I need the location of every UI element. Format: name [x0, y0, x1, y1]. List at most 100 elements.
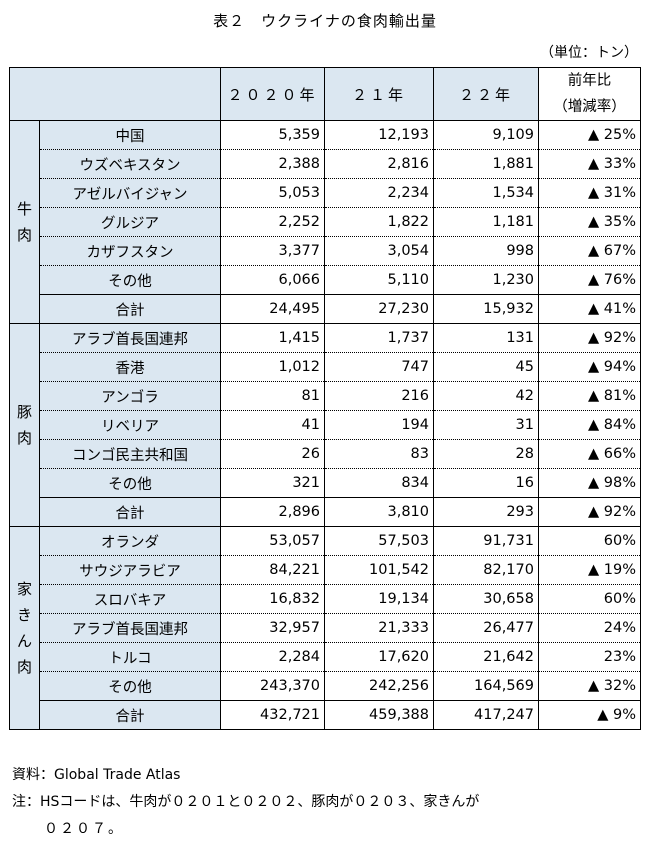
- value-2020-cell: 53,057: [220, 526, 325, 556]
- total-label-cell: 合計: [39, 700, 221, 730]
- country-cell: オランダ: [39, 526, 221, 556]
- ratio-cell: ▲ 81%: [538, 381, 641, 411]
- total-label-cell: 合計: [39, 294, 221, 324]
- table-row: グルジア 2,252 1,822 1,181 ▲ 35%: [10, 207, 641, 237]
- table-row: トルコ 2,284 17,620 21,642 23%: [10, 642, 641, 672]
- table-row: 牛肉中国 5,359 12,193 9,109 ▲ 25%: [9, 120, 641, 324]
- table-row: 家きん肉オランダ 53,057 57,503 91,731 60%: [9, 526, 641, 730]
- country-cell: リベリア: [39, 410, 221, 440]
- value-22-cell: 16: [433, 468, 539, 498]
- country-cell: トルコ: [39, 642, 221, 672]
- value-22-cell: 31: [433, 410, 539, 440]
- ratio-cell: ▲ 66%: [538, 439, 641, 469]
- total-ratio-cell: ▲ 9%: [538, 700, 641, 730]
- value-2020-cell: 81: [220, 381, 325, 411]
- value-2020-cell: 2,284: [220, 642, 325, 672]
- header-row: ２０２０年 ２１年 ２２年 前年比 （増減率）: [9, 67, 641, 121]
- value-2020-cell: 6,066: [220, 265, 325, 295]
- value-22-cell: 131: [433, 323, 539, 353]
- section-label-char: 牛: [16, 200, 32, 218]
- total-2020-cell: 24,495: [220, 294, 325, 324]
- value-22-cell: 26,477: [433, 613, 539, 643]
- value-21-cell: 19,134: [324, 584, 434, 614]
- notes: 資料：Global Trade Atlas 注：HSコードは、牛肉が０２０１と０…: [12, 762, 479, 843]
- value-2020-cell: 32,957: [220, 613, 325, 643]
- ratio-cell: ▲ 84%: [538, 410, 641, 440]
- table-row: カザフスタン 3,377 3,054 998 ▲ 67%: [10, 236, 641, 266]
- section-label-char: 豚: [16, 403, 32, 421]
- section-label: 牛肉: [9, 120, 40, 324]
- value-21-cell: 5,110: [324, 265, 434, 295]
- ratio-cell: 23%: [538, 642, 641, 672]
- value-21-cell: 83: [324, 439, 434, 469]
- value-21-cell: 17,620: [324, 642, 434, 672]
- table-row: リベリア 41 194 31 ▲ 84%: [10, 410, 641, 440]
- value-2020-cell: 3,377: [220, 236, 325, 266]
- table-title: 表２ ウクライナの食肉輸出量: [213, 12, 437, 30]
- country-cell: アゼルバイジャン: [39, 178, 221, 208]
- value-22-cell: 998: [433, 236, 539, 266]
- value-22-cell: 21,642: [433, 642, 539, 672]
- ratio-cell: ▲ 25%: [538, 120, 641, 150]
- value-21-cell: 1,822: [324, 207, 434, 237]
- value-2020-cell: 1,415: [220, 323, 325, 353]
- value-22-cell: 164,569: [433, 671, 539, 701]
- header-ratio: 前年比 （増減率）: [538, 67, 641, 121]
- value-2020-cell: 84,221: [220, 555, 325, 585]
- value-21-cell: 2,816: [324, 149, 434, 179]
- table-row: ウズベキスタン 2,388 2,816 1,881 ▲ 33%: [10, 149, 641, 179]
- country-cell: サウジアラビア: [39, 555, 221, 585]
- value-21-cell: 242,256: [324, 671, 434, 701]
- header-ratio-line2: （増減率）: [553, 99, 626, 115]
- section-label: 家きん肉: [9, 526, 40, 730]
- hs-code-note-cont: ０２０７。: [44, 821, 124, 837]
- ratio-cell: ▲ 32%: [538, 671, 641, 701]
- header-ratio-line1: 前年比: [567, 73, 612, 89]
- table-row: サウジアラビア 84,221 101,542 82,170 ▲ 19%: [10, 555, 641, 585]
- source-note: 資料：Global Trade Atlas: [12, 767, 181, 783]
- total-22-cell: 417,247: [433, 700, 539, 730]
- total-22-cell: 293: [433, 497, 539, 527]
- value-22-cell: 45: [433, 352, 539, 382]
- value-21-cell: 216: [324, 381, 434, 411]
- country-cell: アラブ首長国連邦: [39, 323, 221, 353]
- ratio-cell: ▲ 19%: [538, 555, 641, 585]
- total-row: 合計 24,495 27,230 15,932 ▲ 41%: [10, 294, 641, 324]
- meat-export-table: ２０２０年 ２１年 ２２年 前年比 （増減率） 牛肉中国 5,359 12,193 9…: [9, 67, 641, 730]
- ratio-cell: ▲ 92%: [538, 323, 641, 353]
- value-21-cell: 21,333: [324, 613, 434, 643]
- table-row: その他 321 834 16 ▲ 98%: [10, 468, 641, 498]
- total-21-cell: 459,388: [324, 700, 434, 730]
- total-row: 合計 432,721 459,388 417,247 ▲ 9%: [10, 700, 641, 730]
- table-row: 豚肉アラブ首長国連邦 1,415 1,737 131 ▲ 92%: [9, 323, 641, 527]
- table-row: アンゴラ 81 216 42 ▲ 81%: [10, 381, 641, 411]
- value-22-cell: 30,658: [433, 584, 539, 614]
- ratio-cell: ▲ 94%: [538, 352, 641, 382]
- country-cell: グルジア: [39, 207, 221, 237]
- section-label-char: 肉: [16, 429, 32, 447]
- section-label: 豚肉: [9, 323, 40, 527]
- header-blank: [9, 67, 40, 121]
- total-2020-cell: 432,721: [220, 700, 325, 730]
- table-row: その他 243,370 242,256 164,569 ▲ 32%: [10, 671, 641, 701]
- value-2020-cell: 1,012: [220, 352, 325, 382]
- country-cell: 中国: [39, 120, 221, 150]
- value-2020-cell: 26: [220, 439, 325, 469]
- value-22-cell: 1,230: [433, 265, 539, 295]
- table-row: その他 6,066 5,110 1,230 ▲ 76%: [10, 265, 641, 295]
- section-label-char: ん: [16, 632, 32, 650]
- ratio-cell: ▲ 31%: [538, 178, 641, 208]
- ratio-cell: 60%: [538, 584, 641, 614]
- total-row: 合計 2,896 3,810 293 ▲ 92%: [10, 497, 641, 527]
- ratio-cell: ▲ 35%: [538, 207, 641, 237]
- country-cell: カザフスタン: [39, 236, 221, 266]
- value-2020-cell: 2,388: [220, 149, 325, 179]
- value-21-cell: 834: [324, 468, 434, 498]
- ratio-cell: 24%: [538, 613, 641, 643]
- table-row: アゼルバイジャン 5,053 2,234 1,534 ▲ 31%: [10, 178, 641, 208]
- value-22-cell: 82,170: [433, 555, 539, 585]
- country-cell: その他: [39, 468, 221, 498]
- section-label-char: 家: [16, 580, 32, 598]
- value-2020-cell: 16,832: [220, 584, 325, 614]
- value-2020-cell: 41: [220, 410, 325, 440]
